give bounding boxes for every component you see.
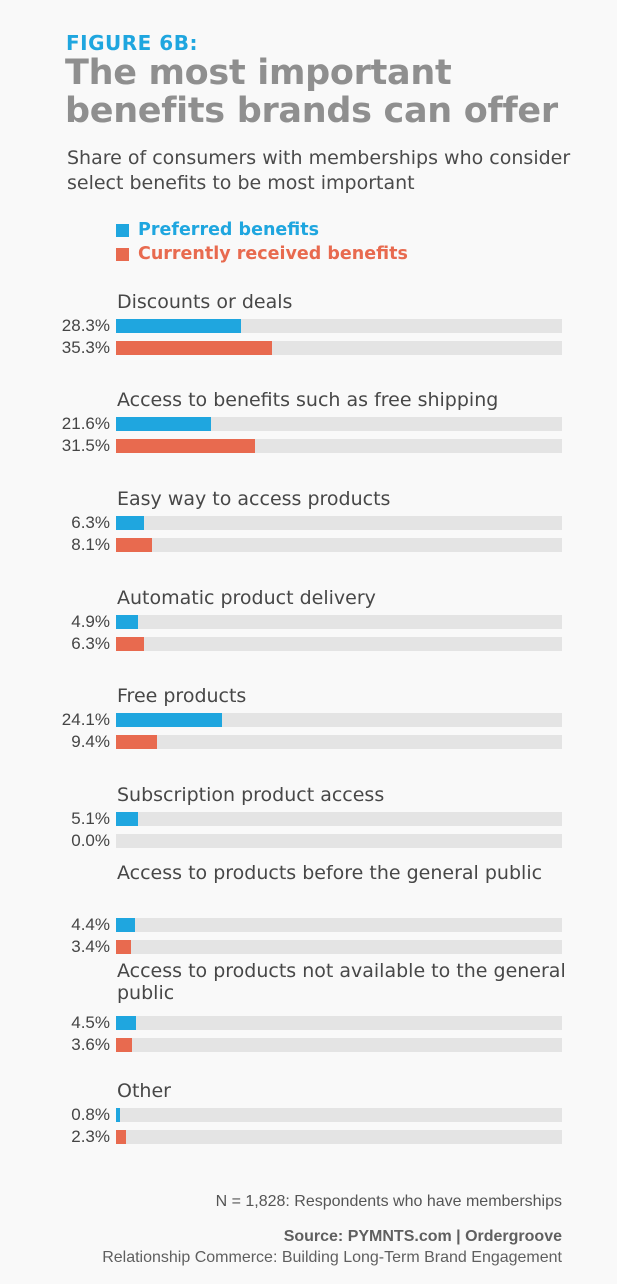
- legend-label-current: Currently received benefits: [138, 244, 408, 264]
- value-label-preferred: 4.4%: [71, 915, 110, 934]
- legend-item-current: Currently received benefits: [116, 242, 408, 266]
- category-label: Free products: [117, 685, 247, 707]
- category-label: Subscription product access: [117, 784, 385, 806]
- bar-current: [116, 637, 144, 651]
- bar-track: [116, 940, 562, 954]
- bar-track: [116, 1130, 562, 1144]
- bar-track: [116, 918, 562, 932]
- legend-label-preferred: Preferred benefits: [138, 220, 320, 240]
- bar-track: [116, 812, 562, 826]
- value-label-preferred: 21.6%: [61, 414, 110, 433]
- bar-current: [116, 940, 131, 954]
- report-title: Relationship Commerce: Building Long-Ter…: [102, 1249, 562, 1266]
- bar-preferred: [116, 812, 139, 826]
- bar-track: [116, 319, 562, 333]
- value-label-current: 2.3%: [71, 1127, 110, 1146]
- value-label-preferred: 5.1%: [71, 809, 110, 828]
- value-label-current: 35.3%: [61, 338, 110, 357]
- bar-track: [116, 735, 562, 749]
- bar-preferred: [116, 1108, 120, 1122]
- sample-note: N = 1,828: Respondents who have membersh…: [215, 1193, 562, 1210]
- legend-swatch-current: [116, 247, 129, 261]
- bar-track: [116, 516, 562, 530]
- legend: Preferred benefits Currently received be…: [116, 218, 408, 266]
- bar-track: [116, 615, 562, 629]
- category-label: Automatic product delivery: [117, 587, 376, 609]
- bar-track: [116, 637, 562, 651]
- bar-track: [116, 341, 562, 355]
- bar-preferred: [116, 713, 223, 727]
- bar-preferred: [116, 417, 212, 431]
- bar-preferred: [116, 319, 241, 333]
- bar-track: [116, 1016, 562, 1030]
- bar-track: [116, 439, 562, 453]
- bar-track: [116, 538, 562, 552]
- value-label-current: 31.5%: [61, 436, 110, 455]
- value-label-current: 9.4%: [71, 732, 110, 751]
- bar-track: [116, 1038, 562, 1052]
- bar-preferred: [116, 516, 144, 530]
- value-label-preferred: 6.3%: [71, 513, 110, 532]
- chart-title: The most important benefits brands can o…: [65, 53, 558, 131]
- value-label-preferred: 28.3%: [61, 316, 110, 335]
- figure-label: FIGURE 6B:: [66, 31, 198, 55]
- category-label: Access to benefits such as free shipping: [117, 389, 499, 411]
- value-label-preferred: 4.9%: [71, 612, 110, 631]
- bar-current: [116, 341, 272, 355]
- value-label-preferred: 24.1%: [61, 710, 110, 729]
- category-label: Other: [117, 1080, 171, 1102]
- category-label: Easy way to access products: [117, 488, 391, 510]
- value-label-current: 0.0%: [71, 831, 110, 850]
- bar-preferred: [116, 615, 138, 629]
- category-label: Access to products before the general pu…: [117, 862, 543, 884]
- value-label-preferred: 0.8%: [71, 1105, 110, 1124]
- value-label-current: 8.1%: [71, 535, 110, 554]
- bar-current: [116, 538, 152, 552]
- value-label-current: 3.6%: [71, 1035, 110, 1054]
- bar-preferred: [116, 918, 136, 932]
- category-label: Discounts or deals: [117, 291, 293, 313]
- bar-track: [116, 834, 562, 848]
- bar-track: [116, 713, 562, 727]
- legend-swatch-preferred: [116, 223, 129, 237]
- value-label-current: 3.4%: [71, 937, 110, 956]
- bar-current: [116, 439, 255, 453]
- bar-track: [116, 417, 562, 431]
- chart-subtitle: Share of consumers with memberships who …: [67, 147, 571, 194]
- category-label: Access to products not available to the …: [117, 960, 566, 1004]
- value-label-preferred: 4.5%: [71, 1013, 110, 1032]
- bar-current: [116, 735, 158, 749]
- bar-current: [116, 1130, 127, 1144]
- value-label-current: 6.3%: [71, 634, 110, 653]
- source-line: Source: PYMNTS.com | Ordergroove: [283, 1228, 562, 1245]
- bar-track: [116, 1108, 562, 1122]
- bar-current: [116, 1038, 132, 1052]
- legend-item-preferred: Preferred benefits: [116, 218, 408, 242]
- bar-preferred: [116, 1016, 136, 1030]
